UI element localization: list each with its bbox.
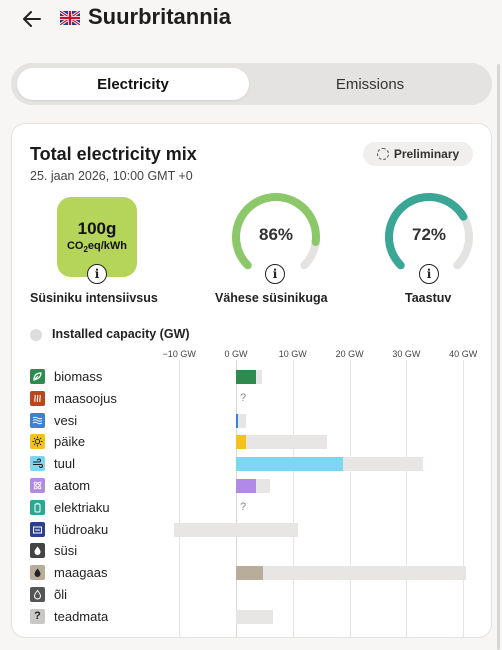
capacity-bar[interactable] [173, 522, 299, 537]
biomass-icon [30, 369, 45, 384]
low-carbon-value: 86% [258, 225, 294, 244]
gridline [292, 360, 294, 637]
info-icon[interactable]: i [265, 264, 285, 284]
row-label: elektriaku [54, 499, 110, 515]
axis-tick-label: 20 GW [335, 349, 364, 359]
gridline [463, 360, 465, 637]
axis-tick-label: −10 GW [162, 349, 196, 359]
carbon-intensity-label: Süsiniku intensiivsus [30, 291, 158, 305]
nuclear-icon [30, 478, 45, 493]
renewable-value: 72% [411, 225, 447, 244]
generation-bar[interactable] [236, 479, 256, 493]
legend-dot [30, 329, 42, 341]
info-icon[interactable]: i [87, 264, 107, 284]
row-label: biomass [54, 369, 103, 384]
coal-icon [30, 543, 45, 559]
tab-bar: Electricity Emissions [11, 63, 492, 105]
unknown-value-mark: ? [240, 500, 247, 513]
capacity-bar[interactable] [236, 435, 327, 450]
generation-bar[interactable] [236, 566, 264, 581]
battery-icon [30, 499, 45, 515]
solar-icon [30, 434, 45, 450]
uk-flag-icon [59, 9, 81, 27]
renewable-gauge-fill [385, 193, 468, 270]
low-carbon-gauge: 86% [230, 191, 322, 283]
gridline [179, 360, 181, 637]
tab-electricity[interactable]: Electricity [17, 68, 249, 100]
scrollbar[interactable] [497, 64, 500, 650]
renewable-label: Taastuv [405, 291, 452, 305]
preliminary-badge[interactable]: Preliminary [363, 142, 473, 166]
capacity-bar[interactable] [236, 413, 247, 428]
generation-bar[interactable] [236, 370, 256, 384]
wind-icon [30, 456, 45, 472]
renewable-gauge: 72% [383, 191, 475, 283]
badge-label: Preliminary [393, 147, 460, 161]
capacity-bar[interactable] [236, 566, 467, 581]
row-label: vesi [54, 412, 78, 428]
row-label: maagaas [54, 565, 108, 581]
pumped-hydro-icon [30, 521, 45, 537]
row-label: päike [54, 434, 86, 450]
geothermal-icon [30, 390, 45, 406]
row-label: süsi [54, 543, 78, 559]
row-label: aatom [54, 478, 91, 493]
low-carbon-label: Vähese süsinikuga [215, 291, 328, 305]
axis-tick-label: 0 GW [224, 349, 248, 359]
page-title: Suurbritannia [88, 4, 232, 29]
capacity-bar[interactable] [236, 609, 273, 624]
generation-bar[interactable] [236, 413, 239, 428]
row-label: maasoojus [54, 390, 117, 406]
carbon-intensity-box: 100g CO2eq/kWh [57, 197, 137, 277]
row-label: teadmata [54, 608, 109, 624]
row-label: hüdroaku [54, 521, 109, 537]
unknown-icon: ? [30, 608, 45, 624]
generation-bar[interactable] [236, 457, 343, 472]
low-carbon-gauge-fill [232, 193, 320, 270]
electricity-mix-card: Total electricity mix 25. jaan 2026, 10:… [11, 123, 492, 638]
carbon-intensity-unit: CO2eq/kWh [66, 240, 128, 255]
gridline [406, 360, 408, 637]
generation-bar[interactable] [236, 435, 247, 450]
gas-icon [30, 565, 45, 581]
gridline [349, 360, 351, 637]
arrow-left-icon[interactable] [20, 6, 44, 32]
tab-emissions[interactable]: Emissions [335, 75, 405, 93]
card-date: 25. jaan 2026, 10:00 GMT +0 [30, 169, 193, 183]
info-icon[interactable]: i [419, 264, 439, 284]
gridline [236, 360, 237, 637]
axis-tick-label: 10 GW [278, 349, 307, 359]
header: Suurbritannia [0, 0, 502, 40]
dashed-circle-icon [376, 148, 389, 160]
unknown-value-mark: ? [240, 391, 247, 404]
card-title: Total electricity mix [30, 144, 197, 164]
carbon-intensity-value: 100g [77, 219, 117, 238]
axis-tick-label: 40 GW [449, 349, 478, 359]
axis-tick-label: 30 GW [392, 349, 421, 359]
hydro-icon [30, 412, 45, 428]
legend-label: Installed capacity (GW) [52, 327, 190, 341]
oil-icon [30, 587, 45, 602]
row-label: tuul [54, 456, 75, 472]
row-label: õli [54, 587, 68, 602]
